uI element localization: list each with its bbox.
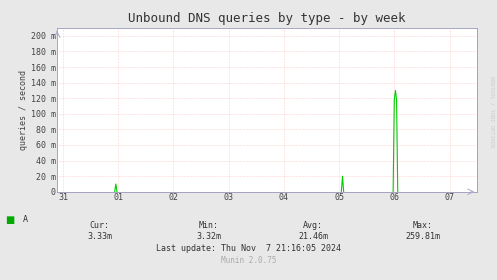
Text: A: A (22, 215, 27, 224)
Text: 3.33m: 3.33m (87, 232, 112, 241)
Y-axis label: queries / second: queries / second (19, 70, 28, 150)
Text: Cur:: Cur: (89, 221, 109, 230)
Text: RRDTOOL / TOBI OETIKER: RRDTOOL / TOBI OETIKER (490, 76, 495, 148)
Text: ■: ■ (5, 215, 14, 225)
Text: Last update: Thu Nov  7 21:16:05 2024: Last update: Thu Nov 7 21:16:05 2024 (156, 244, 341, 253)
Text: 3.32m: 3.32m (196, 232, 221, 241)
Text: 259.81m: 259.81m (405, 232, 440, 241)
Title: Unbound DNS queries by type - by week: Unbound DNS queries by type - by week (128, 12, 406, 25)
Text: Munin 2.0.75: Munin 2.0.75 (221, 256, 276, 265)
Text: 21.46m: 21.46m (298, 232, 328, 241)
Text: Max:: Max: (413, 221, 432, 230)
Text: Min:: Min: (199, 221, 219, 230)
Text: Avg:: Avg: (303, 221, 323, 230)
